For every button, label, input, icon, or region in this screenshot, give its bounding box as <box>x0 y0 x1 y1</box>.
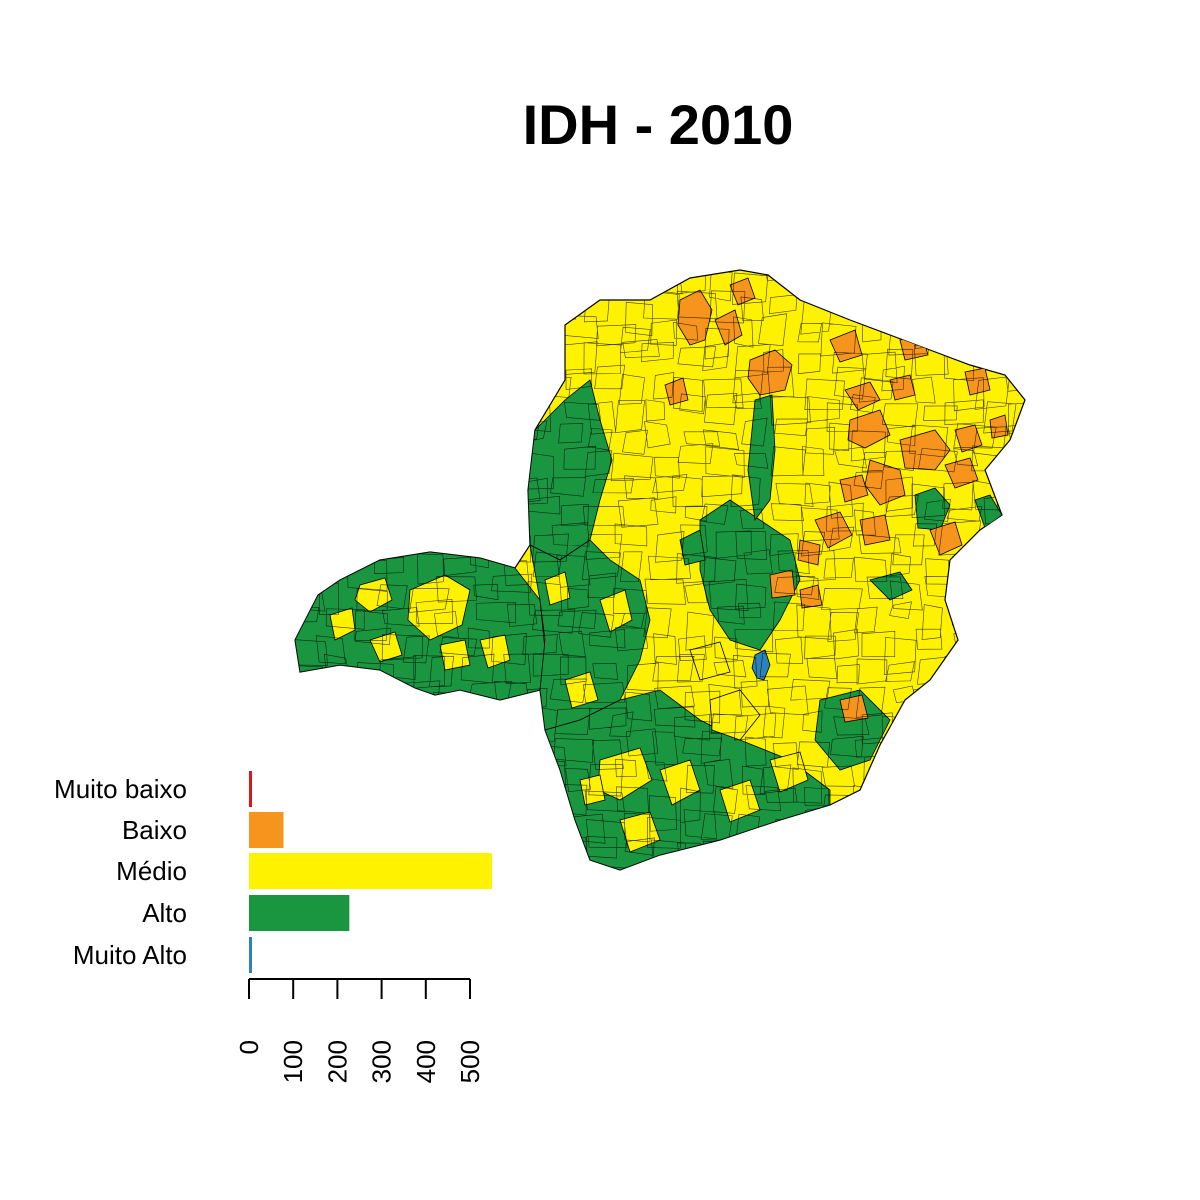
legend-label: Muito Alto <box>73 940 187 970</box>
legend-label: Médio <box>116 856 187 886</box>
legend-label: Alto <box>142 898 187 928</box>
legend-bar-medio <box>249 853 493 889</box>
map-regions-medio <box>329 571 809 853</box>
x-axis-tick-label: 100 <box>278 1040 308 1083</box>
x-axis-tick-label: 500 <box>455 1040 485 1083</box>
page-title: IDH - 2010 <box>522 93 794 156</box>
x-axis-tick-label: 0 <box>234 1040 264 1054</box>
x-axis-tick-label: 200 <box>322 1040 352 1083</box>
legend-bar-muito-alto <box>249 937 252 973</box>
legend-label: Muito baixo <box>54 774 187 804</box>
x-axis-tick-label: 400 <box>411 1040 441 1083</box>
legend-bar-alto <box>249 895 350 931</box>
idh-choropleth-map <box>294 269 1026 871</box>
legend-bar-muito-baixo <box>249 771 252 807</box>
legend-bar-baixo <box>249 812 284 848</box>
legend-bar-chart: Muito baixo Baixo Médio Alto Muito Alto 0 100 2… <box>54 771 493 1083</box>
x-axis-tick-label: 300 <box>367 1040 397 1083</box>
legend-label: Baixo <box>122 815 187 845</box>
